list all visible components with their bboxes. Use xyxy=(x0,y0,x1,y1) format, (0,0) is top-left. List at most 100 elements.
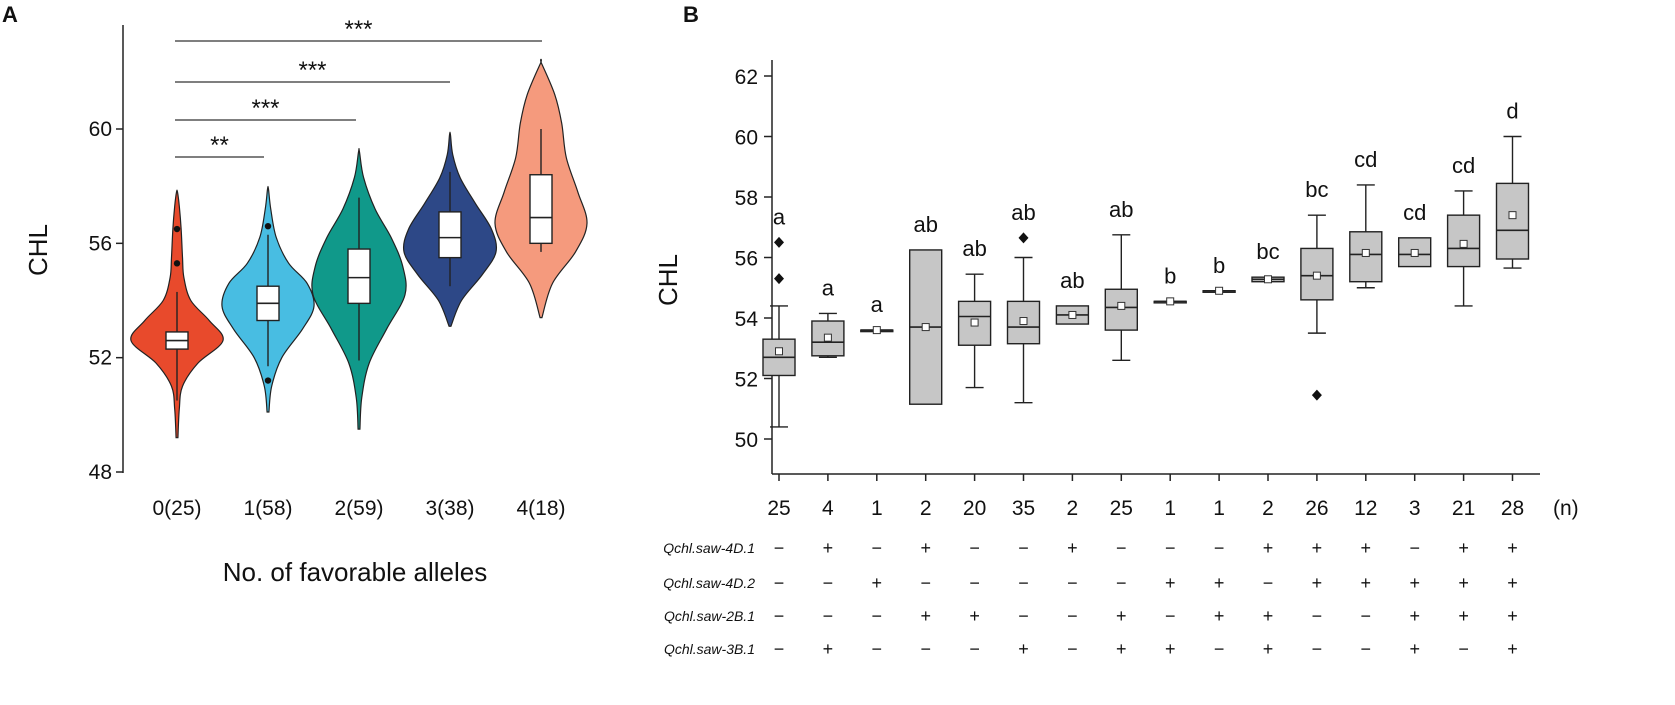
x-tick-label-n: 4 xyxy=(822,497,834,520)
qtl-allele-sign: − xyxy=(872,538,883,558)
qtl-allele-sign: + xyxy=(1263,639,1274,659)
qtl-allele-sign: + xyxy=(1214,573,1225,593)
qtl-allele-sign: + xyxy=(1458,573,1469,593)
qtl-allele-sign: − xyxy=(1312,639,1323,659)
outlier-point xyxy=(264,377,272,384)
y-tick-label: 52 xyxy=(89,347,112,370)
significance-letter: a xyxy=(773,204,786,229)
y-tick-label: 48 xyxy=(89,461,112,484)
x-tick-label-n: 2 xyxy=(920,497,932,520)
qtl-allele-sign: − xyxy=(1067,639,1078,659)
n-suffix-label: (n) xyxy=(1553,497,1579,520)
qtl-allele-sign: − xyxy=(1214,639,1225,659)
significance-letter: b xyxy=(1213,253,1225,278)
qtl-allele-sign: − xyxy=(1116,573,1127,593)
y-tick-label: 62 xyxy=(735,66,758,89)
qtl-allele-sign: − xyxy=(1018,573,1029,593)
x-tick-label: 2(59) xyxy=(334,497,383,520)
box-iqr xyxy=(1006,300,1041,345)
significance-letter: b xyxy=(1164,263,1176,288)
x-tick-label-n: 3 xyxy=(1409,497,1421,520)
box-iqr xyxy=(347,248,371,305)
qtl-allele-sign: − xyxy=(1361,639,1372,659)
qtl-allele-sign: − xyxy=(774,538,785,558)
outlier-point xyxy=(774,273,784,285)
y-axis-title: CHL xyxy=(653,254,683,306)
significance-letter: ab xyxy=(1011,200,1035,225)
x-tick-label-n: 2 xyxy=(1262,497,1274,520)
x-tick-label: 4(18) xyxy=(516,497,565,520)
x-tick-label-n: 2 xyxy=(1067,497,1079,520)
x-tick-label-n: 25 xyxy=(1110,497,1133,520)
qtl-allele-sign: + xyxy=(1116,606,1127,626)
mean-marker xyxy=(1459,239,1468,248)
y-tick-label: 50 xyxy=(735,429,758,452)
qtl-allele-sign: − xyxy=(1458,639,1469,659)
x-tick-label-n: 20 xyxy=(963,497,986,520)
mean-marker xyxy=(1264,275,1272,284)
significance-letter: ab xyxy=(1060,268,1084,293)
qtl-allele-sign: + xyxy=(1507,606,1518,626)
qtl-allele-sign: − xyxy=(774,606,785,626)
significance-letter: a xyxy=(822,275,835,300)
qtl-allele-sign: + xyxy=(1458,538,1469,558)
x-tick-label-n: 21 xyxy=(1452,497,1475,520)
outlier-point xyxy=(774,236,784,248)
qtl-allele-sign: + xyxy=(1018,639,1029,659)
qtl-allele-sign: + xyxy=(920,606,931,626)
qtl-allele-sign: − xyxy=(872,606,883,626)
mean-marker xyxy=(1361,248,1370,257)
x-tick-label-n: 28 xyxy=(1501,497,1524,520)
mean-marker xyxy=(1312,271,1321,280)
qtl-allele-sign: + xyxy=(1409,573,1420,593)
x-tick-label-n: 25 xyxy=(767,497,790,520)
qtl-allele-sign: − xyxy=(920,573,931,593)
y-tick-label: 56 xyxy=(735,248,758,271)
mean-marker xyxy=(1117,301,1126,310)
significance-letter: d xyxy=(1506,99,1518,124)
x-tick-label-n: 1 xyxy=(1213,497,1225,520)
y-tick-label: 58 xyxy=(735,187,758,210)
qtl-allele-sign: + xyxy=(1361,573,1372,593)
y-axis-title: CHL xyxy=(23,224,53,276)
box-iqr xyxy=(1495,182,1530,260)
qtl-allele-sign: − xyxy=(969,639,980,659)
qtl-allele-sign: + xyxy=(1409,639,1420,659)
mean-marker xyxy=(823,333,832,342)
y-tick-label: 52 xyxy=(735,369,758,392)
significance-letter: a xyxy=(871,292,884,317)
box-iqr xyxy=(1397,237,1432,268)
y-tick-label: 54 xyxy=(735,308,759,331)
x-tick-label: 3(38) xyxy=(425,497,474,520)
qtl-row-name: Qchl.saw-4D.2 xyxy=(663,575,755,591)
significance-label: *** xyxy=(344,16,372,43)
qtl-allele-sign: − xyxy=(920,639,931,659)
qtl-allele-sign: − xyxy=(823,606,834,626)
box-iqr xyxy=(438,211,462,259)
significance-letter: ab xyxy=(913,212,937,237)
mean-marker xyxy=(1019,317,1028,326)
qtl-allele-sign: + xyxy=(1263,538,1274,558)
significance-letter: cd xyxy=(1452,153,1475,178)
mean-marker xyxy=(1068,310,1077,319)
qtl-allele-sign: − xyxy=(1067,606,1078,626)
qtl-allele-sign: − xyxy=(969,538,980,558)
mean-marker xyxy=(1410,248,1419,257)
qtl-allele-sign: − xyxy=(872,639,883,659)
qtl-allele-sign: − xyxy=(1067,573,1078,593)
qtl-row-name: Qchl.saw-4D.1 xyxy=(663,540,755,556)
significance-letter: ab xyxy=(1109,197,1133,222)
qtl-allele-sign: + xyxy=(823,639,834,659)
mean-marker xyxy=(921,323,930,332)
x-tick-label-n: 26 xyxy=(1305,497,1328,520)
x-axis-title: No. of favorable alleles xyxy=(223,557,487,587)
qtl-allele-sign: + xyxy=(969,606,980,626)
outlier-point xyxy=(264,222,272,230)
panel-label-a: A xyxy=(2,2,18,27)
qtl-allele-sign: − xyxy=(1263,573,1274,593)
qtl-allele-sign: + xyxy=(1507,538,1518,558)
mean-marker xyxy=(1166,297,1175,306)
outlier-point xyxy=(1311,389,1322,401)
significance-label: *** xyxy=(251,95,279,122)
